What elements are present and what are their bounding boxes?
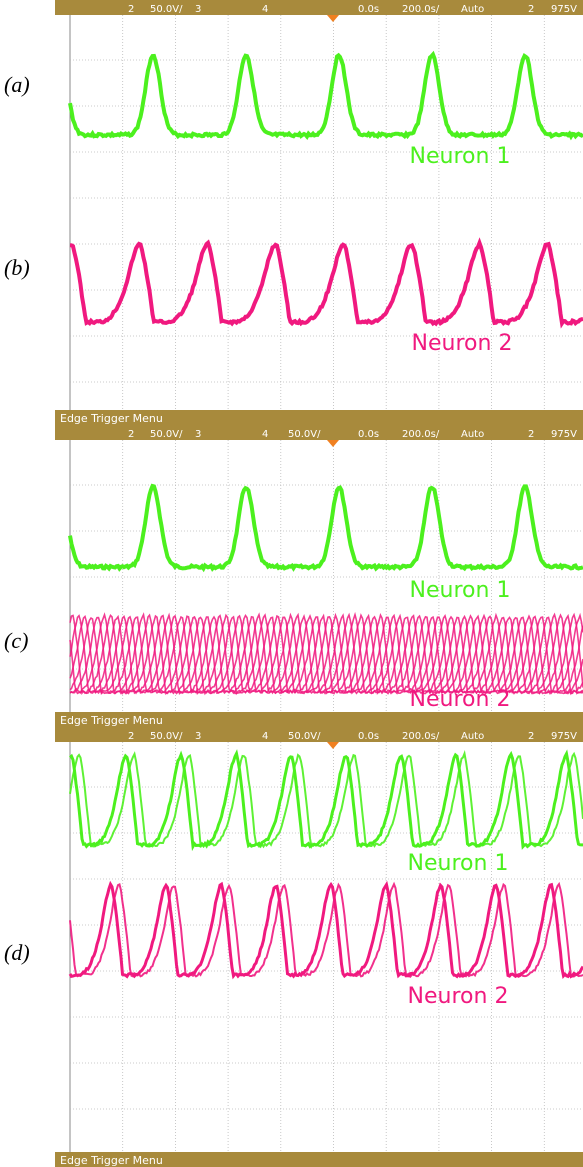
figure: 2 50.0V/3 4 0.0s 200.0s/Auto 2 975V Edge Trigge… (0, 0, 583, 1167)
status-text: Auto (461, 731, 484, 742)
status-text: Auto (461, 4, 484, 15)
status-text: 975V (551, 4, 577, 15)
panel-label: (c) (4, 628, 28, 653)
status-text: 200.0s/ (402, 429, 440, 440)
status-text: 2 (528, 4, 534, 15)
status-text: 2 (528, 429, 534, 440)
status-text: 0.0s (358, 4, 379, 15)
status-text: 4 (262, 4, 268, 15)
status-text: 4 (262, 429, 268, 440)
trace-label: Neuron 1 (410, 578, 511, 603)
status-text: 0.0s (358, 429, 379, 440)
status-text: 50.0V/ (150, 429, 183, 440)
status-text: 975V (551, 429, 577, 440)
trace-label: Neuron 1 (410, 144, 511, 169)
status-text: 50.0V/ (288, 731, 321, 742)
status-text: 3 (195, 429, 201, 440)
status-text: 50.0V/ (288, 429, 321, 440)
status-text: 2 (128, 429, 134, 440)
status-text: 50.0V/ (150, 4, 183, 15)
panel-label: (b) (4, 255, 30, 280)
status-text: 975V (551, 731, 577, 742)
trace-label: Neuron 2 (412, 331, 513, 356)
status-text: 3 (195, 4, 201, 15)
trace-label: Neuron 1 (408, 851, 509, 876)
menu-text: Edge Trigger Menu (60, 412, 163, 425)
panel-label: (d) (4, 940, 30, 965)
status-text: 50.0V/ (150, 731, 183, 742)
status-text: 3 (195, 731, 201, 742)
panel-label: (a) (4, 72, 30, 97)
status-text: 4 (262, 731, 268, 742)
status-text: 200.0s/ (402, 731, 440, 742)
menu-text: Edge Trigger Menu (60, 1154, 163, 1167)
status-text: Auto (461, 429, 484, 440)
menu-text: Edge Trigger Menu (60, 714, 163, 727)
status-text: 2 (528, 731, 534, 742)
trace-label: Neuron 2 (408, 984, 509, 1009)
status-text: 2 (128, 731, 134, 742)
status-text: 0.0s (358, 731, 379, 742)
status-text: 200.0s/ (402, 4, 440, 15)
status-text: 2 (128, 4, 134, 15)
